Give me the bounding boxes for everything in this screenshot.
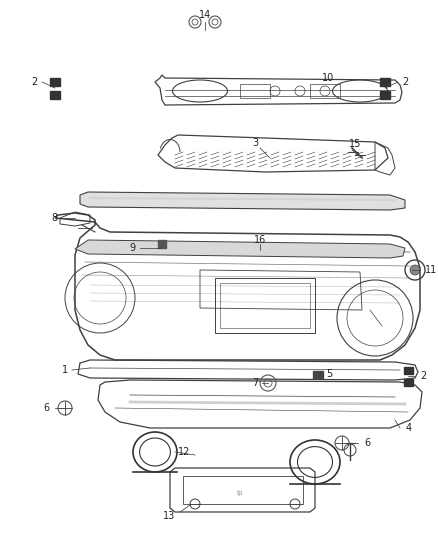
Text: 3: 3: [252, 138, 258, 148]
Text: 2: 2: [420, 371, 426, 381]
Text: 11: 11: [425, 265, 437, 275]
Text: 5: 5: [326, 369, 332, 379]
Text: 12: 12: [178, 447, 190, 457]
Text: 6: 6: [44, 403, 50, 413]
Bar: [215, 278, 315, 333]
Text: 10: 10: [322, 73, 334, 83]
Bar: [50, 78, 60, 86]
Text: 13: 13: [163, 511, 175, 521]
Bar: [220, 283, 310, 328]
Bar: [403, 378, 413, 385]
Bar: [380, 91, 390, 99]
Circle shape: [410, 265, 420, 275]
Text: lp: lp: [237, 490, 243, 496]
Text: 1: 1: [62, 365, 68, 375]
Text: 15: 15: [349, 139, 361, 149]
Bar: [310, 84, 340, 98]
Bar: [183, 476, 303, 504]
Polygon shape: [80, 192, 405, 210]
Bar: [403, 367, 413, 374]
Text: 2: 2: [402, 77, 408, 87]
Text: 14: 14: [199, 10, 211, 20]
Bar: [240, 84, 270, 98]
Polygon shape: [75, 240, 405, 258]
Text: 7: 7: [252, 378, 258, 388]
Text: 2: 2: [32, 77, 38, 87]
Text: 8: 8: [52, 213, 58, 223]
Text: 9: 9: [129, 243, 135, 253]
Bar: [380, 78, 390, 86]
Text: 16: 16: [254, 235, 266, 245]
Text: 6: 6: [364, 438, 370, 448]
Text: 4: 4: [406, 423, 412, 433]
Bar: [313, 370, 323, 377]
Bar: [158, 240, 166, 248]
Bar: [50, 91, 60, 99]
